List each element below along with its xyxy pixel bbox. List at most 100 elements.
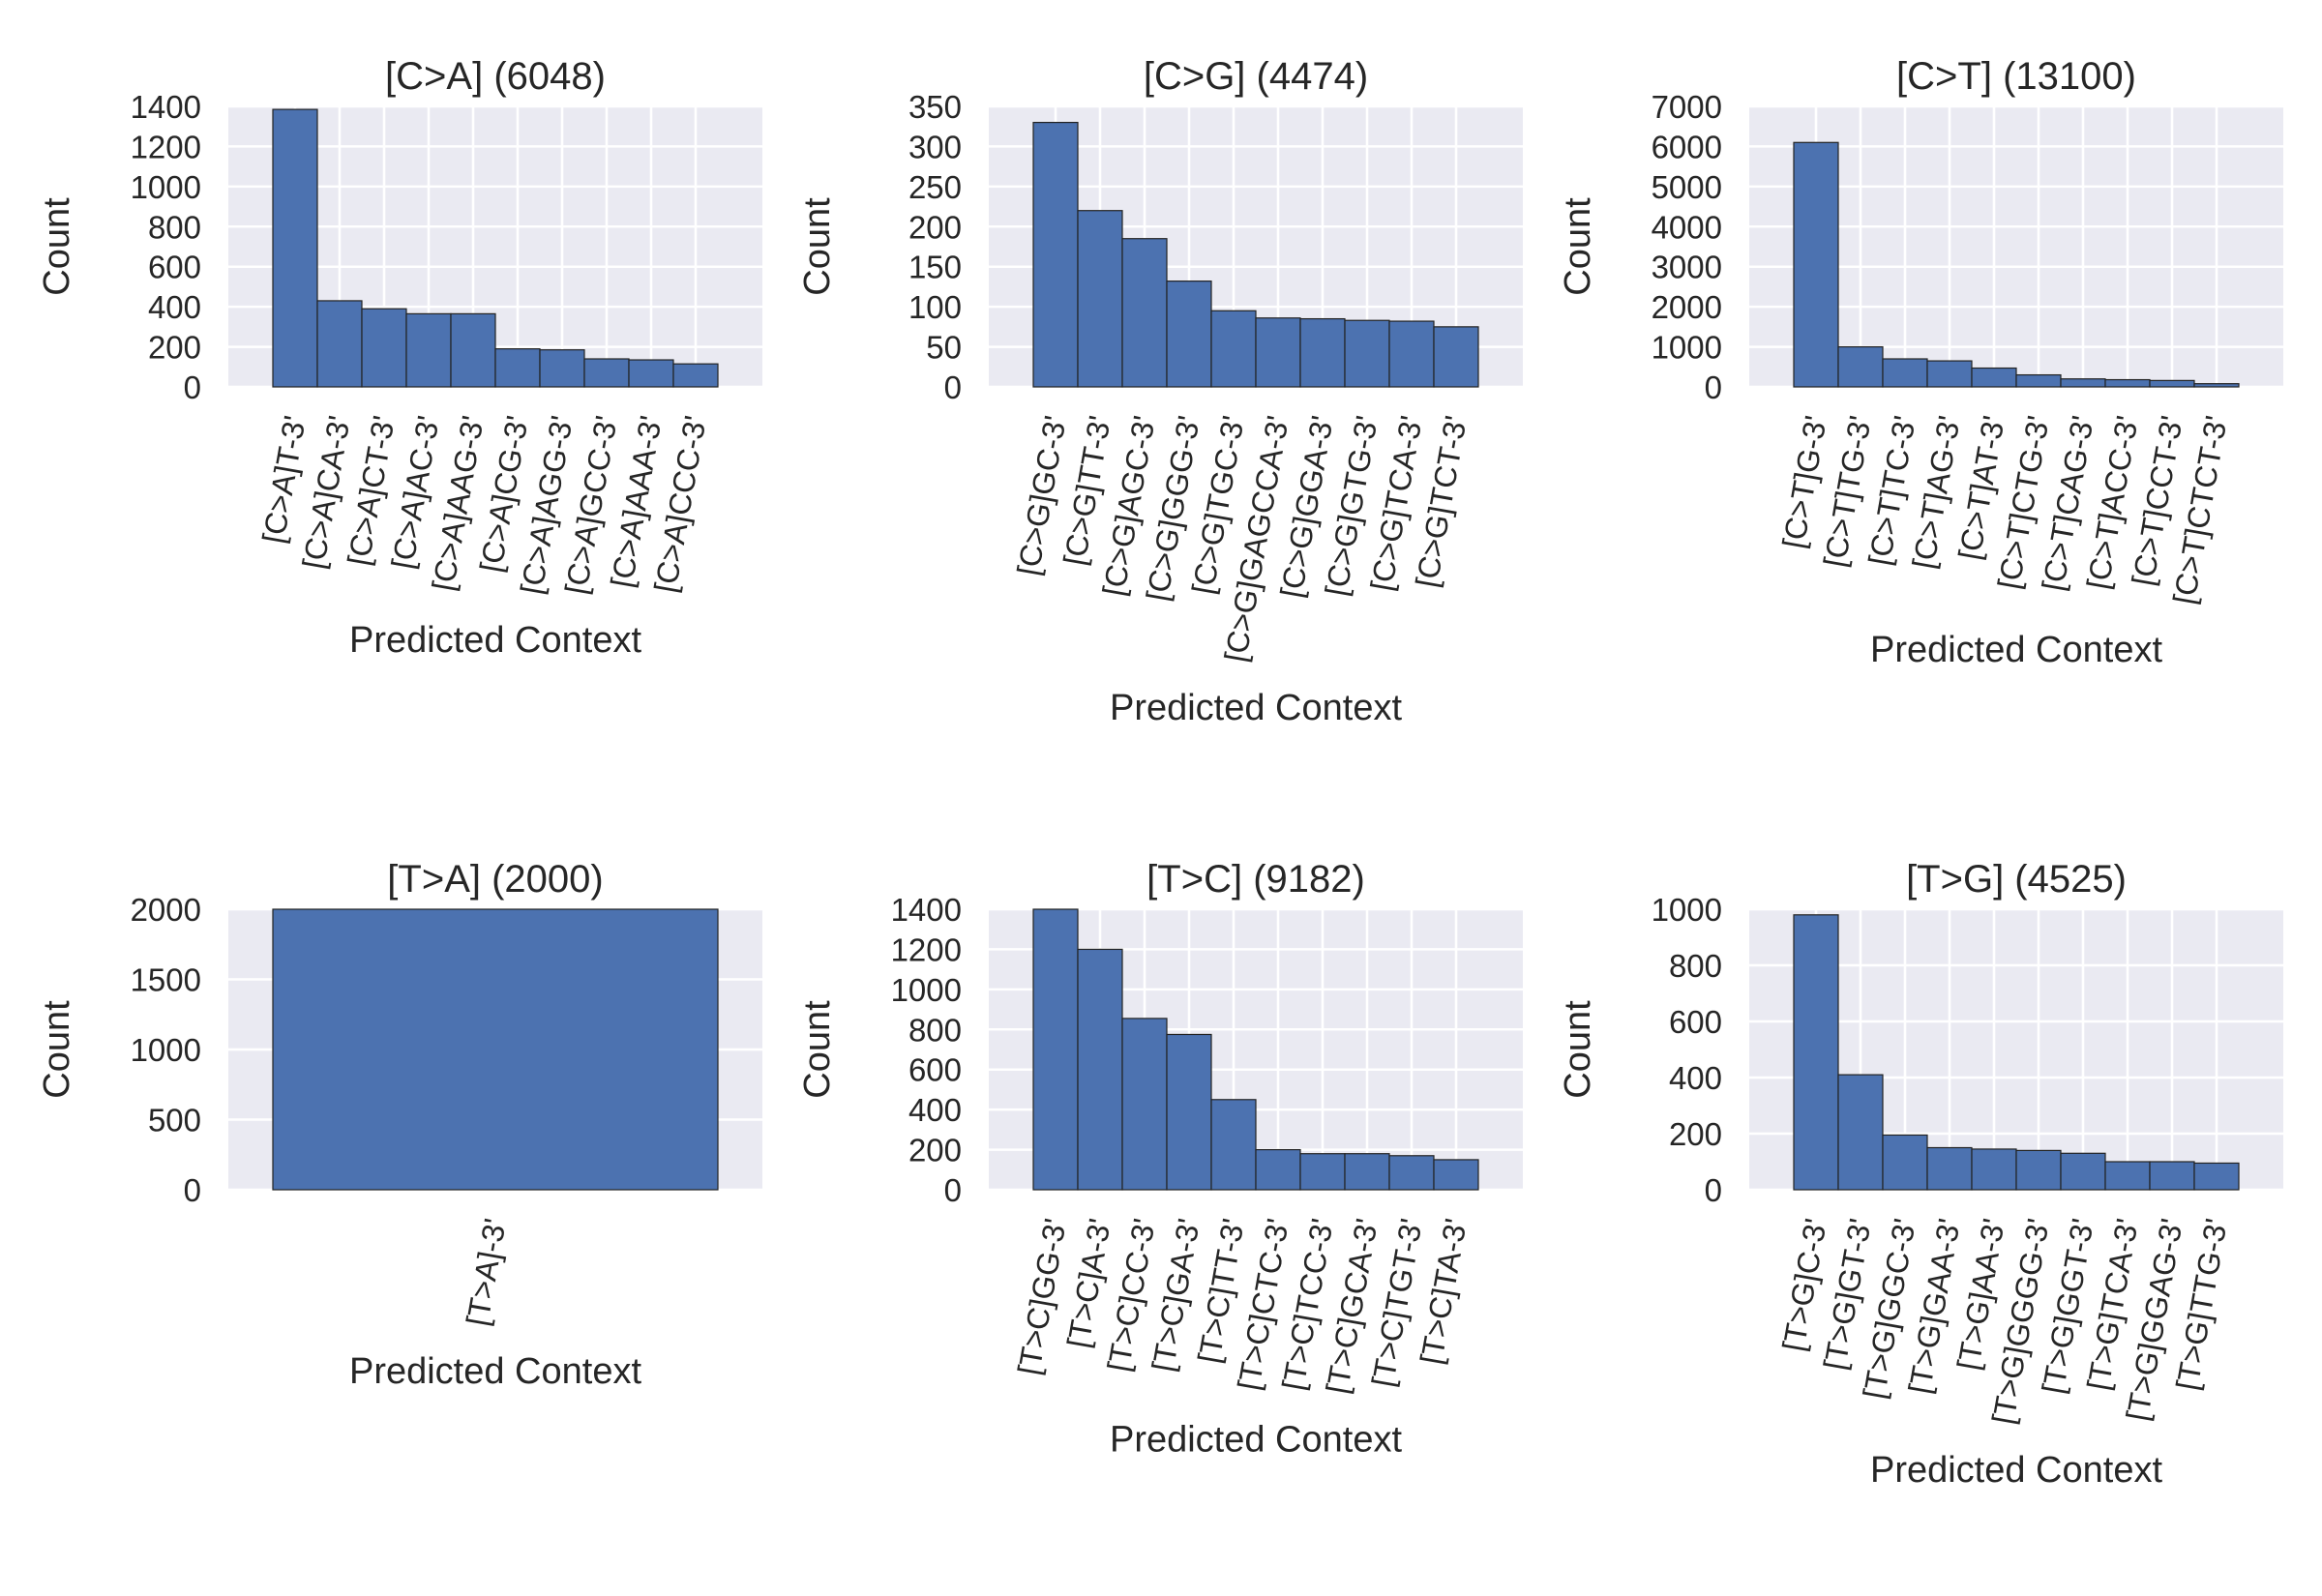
bar [361, 308, 407, 388]
bar [1882, 358, 1928, 388]
y-tick-label: 350 [908, 89, 962, 125]
bar [1971, 1148, 2017, 1191]
subplot-title: [C>G] (4474) [1144, 55, 1368, 98]
bar [1926, 360, 1973, 388]
y-axis-label: Count [1558, 197, 1598, 296]
bar [1388, 320, 1435, 388]
subplot-title: [T>G] (4525) [1906, 858, 2127, 901]
bar [2193, 1162, 2240, 1191]
bar [2104, 378, 2151, 388]
y-tick-label: 0 [944, 1172, 962, 1208]
y-tick-label: 3000 [1652, 250, 1722, 285]
y-tick-label: 2000 [1652, 289, 1722, 325]
x-tick-label: [T>A]-3' [460, 1216, 513, 1328]
bar [272, 108, 318, 388]
y-tick-label: 0 [1705, 1172, 1722, 1208]
subplot-3: 01000200030004000500060007000[C>T]G-3'[C… [1558, 55, 2283, 670]
y-tick-label: 500 [148, 1103, 201, 1138]
bar [494, 348, 541, 388]
bar [1299, 317, 1346, 388]
bar [1926, 1146, 1973, 1191]
y-tick-label: 600 [148, 250, 201, 285]
x-axis-label: Predicted Context [349, 1351, 641, 1392]
y-tick-label: 6000 [1652, 129, 1722, 164]
x-axis-label: Predicted Context [1870, 1450, 2162, 1491]
bar [1255, 1148, 1301, 1191]
y-tick-label: 250 [908, 169, 962, 205]
y-tick-label: 400 [1669, 1060, 1722, 1096]
bar [1344, 319, 1390, 388]
y-tick-label: 200 [908, 1133, 962, 1168]
bar [1210, 310, 1257, 388]
bar [2149, 379, 2195, 388]
bar [672, 363, 719, 388]
subplot-1: 0200400600800100012001400[C>A]T-3'[C>A]C… [37, 55, 762, 661]
bar [1255, 317, 1301, 388]
y-tick-label: 0 [1705, 369, 1722, 405]
subplot-title: [T>A] (2000) [387, 858, 603, 901]
y-tick-label: 800 [908, 1012, 962, 1048]
y-tick-label: 1000 [131, 169, 201, 205]
bar [2015, 373, 2062, 388]
y-tick-label: 800 [148, 209, 201, 245]
y-tick-label: 1400 [131, 89, 201, 125]
x-axis-label: Predicted Context [349, 620, 641, 661]
y-tick-label: 400 [148, 289, 201, 325]
bar [2104, 1161, 2151, 1191]
bar [450, 312, 496, 388]
x-tick-label: [T>C]GG-3' [1011, 1216, 1073, 1377]
y-tick-label: 2000 [131, 892, 201, 928]
subplot-title: [C>A] (6048) [385, 55, 606, 98]
y-tick-label: 200 [908, 209, 962, 245]
bar [1837, 1074, 1884, 1191]
y-tick-label: 0 [184, 1172, 201, 1208]
y-tick-label: 1000 [891, 972, 962, 1008]
bar [1344, 1153, 1390, 1191]
y-tick-label: 150 [908, 250, 962, 285]
y-tick-label: 300 [908, 129, 962, 164]
y-axis-label: Count [37, 197, 77, 296]
bar [583, 358, 630, 388]
subplot-title: [C>T] (13100) [1896, 55, 2136, 98]
subplot-title: [T>C] (9182) [1146, 858, 1365, 901]
y-tick-label: 50 [926, 330, 962, 366]
bar [2193, 383, 2240, 388]
y-tick-label: 400 [908, 1092, 962, 1128]
subplot-6: 02004006008001000[T>G]C-3'[T>G]GT-3'[T>G… [1558, 858, 2283, 1491]
y-tick-label: 1000 [1652, 892, 1722, 928]
y-tick-label: 5000 [1652, 169, 1722, 205]
bar [539, 349, 585, 388]
y-tick-label: 0 [944, 369, 962, 405]
bar [1793, 914, 1839, 1191]
y-axis-label: Count [797, 197, 838, 296]
y-tick-label: 200 [1669, 1116, 1722, 1152]
y-tick-label: 600 [1669, 1004, 1722, 1040]
y-axis-label: Count [37, 1000, 77, 1099]
x-axis-label: Predicted Context [1110, 1419, 1402, 1460]
bar [1433, 1159, 1479, 1191]
y-tick-label: 200 [148, 330, 201, 366]
subplot-4: 0 500 1000 1500 2000 [T>A]-3' [T>A] (2000) Coun… [37, 858, 762, 1392]
y-tick-label: 4000 [1652, 209, 1722, 245]
y-tick-label: 0 [184, 369, 201, 405]
y-tick-label: 7000 [1652, 89, 1722, 125]
x-axis-label: Predicted Context [1870, 630, 2162, 670]
y-tick-label: 1000 [1652, 330, 1722, 366]
bar [1032, 908, 1079, 1191]
y-axis-label: Count [1558, 1000, 1598, 1099]
bar [1166, 1033, 1212, 1191]
y-tick-label: 1400 [891, 892, 962, 928]
x-axis-label: Predicted Context [1110, 688, 1402, 728]
y-tick-label: 100 [908, 289, 962, 325]
y-tick-label: 1200 [131, 129, 201, 164]
bar [628, 359, 674, 388]
bar [1882, 1134, 1928, 1191]
bar [1388, 1155, 1435, 1191]
y-tick-label: 800 [1669, 948, 1722, 984]
bar [272, 908, 719, 1191]
bar [1793, 141, 1839, 388]
bar [2149, 1161, 2195, 1191]
bar [2015, 1149, 2062, 1191]
y-tick-label: 1000 [131, 1032, 201, 1068]
